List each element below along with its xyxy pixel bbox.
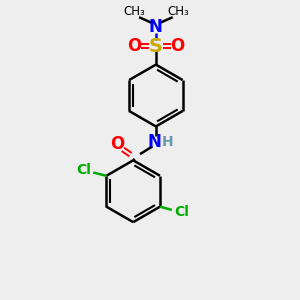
- Text: CH₃: CH₃: [167, 5, 189, 18]
- Text: H: H: [161, 135, 173, 149]
- Text: O: O: [170, 38, 184, 56]
- Text: N: N: [149, 18, 163, 36]
- Text: O: O: [110, 135, 125, 153]
- Text: Cl: Cl: [76, 164, 91, 178]
- Text: O: O: [128, 38, 142, 56]
- Text: S: S: [149, 37, 163, 56]
- Text: N: N: [148, 133, 161, 151]
- Text: CH₃: CH₃: [123, 5, 145, 18]
- Text: Cl: Cl: [174, 205, 189, 219]
